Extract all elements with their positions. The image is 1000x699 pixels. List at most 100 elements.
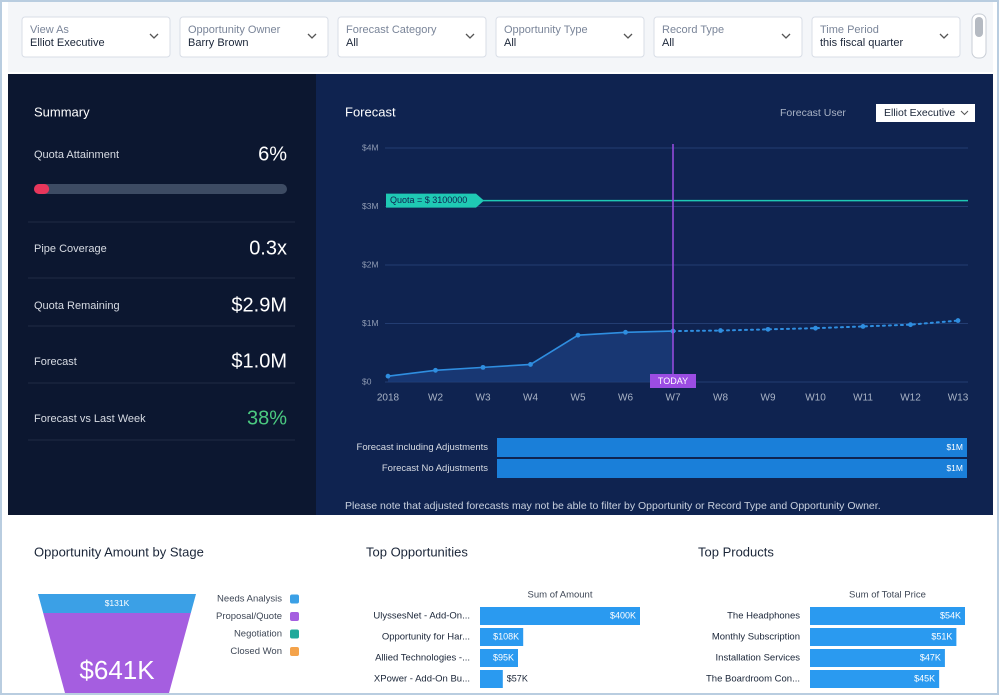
funnel-label: $641K <box>79 655 155 685</box>
x-tick-label: W10 <box>805 393 826 404</box>
filter-label: Opportunity Owner <box>188 24 281 36</box>
bar-label: Forecast No Adjustments <box>382 463 488 474</box>
funnel-label: $131K <box>105 598 130 608</box>
point <box>575 332 581 338</box>
today-label: TODAY <box>658 376 688 386</box>
legend-swatch <box>290 594 299 604</box>
category-label: Allied Technologies -... <box>375 653 470 664</box>
today-tag <box>650 374 696 388</box>
point <box>860 324 866 329</box>
bar-value: $54K <box>940 610 961 620</box>
filter-box[interactable] <box>21 16 171 58</box>
x-tick-label: W12 <box>900 393 921 404</box>
funnel-segment <box>38 594 196 613</box>
axis-title: Sum of Total Price <box>849 590 926 601</box>
filter-box[interactable] <box>653 16 803 58</box>
chevron <box>623 33 633 39</box>
chevron <box>939 33 949 39</box>
category-label: The Headphones <box>727 611 800 622</box>
legend-swatch <box>290 629 299 639</box>
summary-label: Quota Remaining <box>34 300 120 312</box>
summary-label: Quota Attainment <box>34 149 119 161</box>
filter-box[interactable] <box>179 16 329 58</box>
point <box>385 373 391 379</box>
bar <box>480 649 518 667</box>
category-label: Opportunity for Har... <box>382 632 470 643</box>
category-label: UlyssesNet - Add-On... <box>373 611 470 622</box>
bar <box>810 628 957 646</box>
filter-label: View As <box>30 24 69 36</box>
legend-label: Negotiation <box>234 629 282 640</box>
legend-swatch <box>290 612 299 621</box>
point <box>528 362 533 367</box>
progress-track <box>34 184 287 194</box>
chevron <box>307 33 317 39</box>
bar-value: $108K <box>493 631 519 641</box>
x-tick-label: W11 <box>853 393 873 404</box>
point <box>908 322 913 328</box>
category-label: Monthly Subscription <box>712 632 800 643</box>
y-tick-label: $4M <box>362 142 379 152</box>
point <box>433 367 438 373</box>
summary-panel <box>8 74 316 515</box>
x-tick-label: W3 <box>476 393 491 404</box>
forecast-title: Forecast <box>345 104 396 119</box>
x-tick-label: W5 <box>571 393 586 404</box>
bar <box>480 670 503 688</box>
quota-tag <box>386 193 484 208</box>
bar <box>810 649 945 667</box>
bar-value: $1M <box>946 463 963 473</box>
opps-title: Top Opportunities <box>366 544 468 559</box>
category-label: Installation Services <box>716 653 801 664</box>
summary-value: $2.9M <box>231 294 287 316</box>
x-tick-label: 2018 <box>377 393 400 404</box>
funnel: $131K $641K <box>38 594 196 693</box>
x-tick-label: W2 <box>428 393 443 404</box>
bar-value: $400K <box>610 610 636 620</box>
category-label: The Boardroom Con... <box>706 674 800 685</box>
x-tick-label: W13 <box>948 393 969 404</box>
bar-value: $45K <box>914 673 935 683</box>
filter-label: Opportunity Type <box>504 24 588 36</box>
bar-label: Forecast including Adjustments <box>357 442 489 453</box>
bar <box>810 607 965 625</box>
point <box>813 325 818 331</box>
products-title: Top Products <box>698 544 774 559</box>
filter-value: All <box>504 37 516 49</box>
category-label: XPower - Add-On Bu... <box>374 674 470 685</box>
point <box>480 364 486 370</box>
bar-value: $95K <box>493 652 514 662</box>
x-tick-label: W9 <box>761 393 776 404</box>
bar-value: $57K <box>507 673 528 683</box>
filter-label: Record Type <box>662 24 724 36</box>
progress-fill <box>34 184 50 194</box>
filter-box[interactable] <box>811 16 961 58</box>
filter-box[interactable] <box>337 16 487 58</box>
filter-value: Elliot Executive <box>30 37 105 49</box>
filter-box[interactable] <box>495 16 645 58</box>
bar <box>480 607 640 625</box>
filter-label: Forecast Category <box>346 24 437 36</box>
summary-value: $1.0M <box>231 350 287 372</box>
point <box>718 328 723 333</box>
bar-value: $51K <box>931 631 952 641</box>
summary-title: Summary <box>34 104 90 119</box>
funnel-segment <box>43 613 191 693</box>
filter-value: this fiscal quarter <box>820 37 903 49</box>
forecast-user-label: Forecast User <box>780 107 846 119</box>
bar-value: $47K <box>920 652 941 662</box>
point <box>623 329 628 335</box>
forecast-user-select[interactable] <box>876 104 975 122</box>
chevron <box>149 33 159 39</box>
y-tick-label: $3M <box>362 201 379 211</box>
forecast-note: Please note that adjusted forecasts may … <box>345 500 881 512</box>
summary-value: 6% <box>258 143 287 165</box>
scroll-thumb <box>975 17 983 37</box>
chevron <box>960 110 969 116</box>
filter-label: Time Period <box>820 24 879 36</box>
forecast-user-value: Elliot Executive <box>884 107 955 119</box>
legend-label: Proposal/Quote <box>216 611 282 622</box>
point <box>955 318 961 323</box>
